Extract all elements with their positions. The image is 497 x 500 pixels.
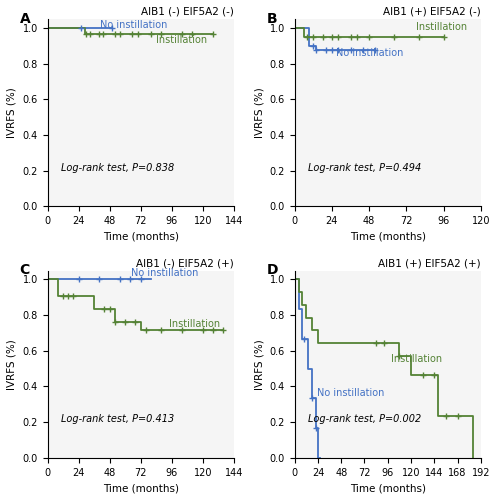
Text: Log-rank test, P=0.002: Log-rank test, P=0.002 — [308, 414, 421, 424]
X-axis label: Time (months): Time (months) — [350, 232, 426, 241]
Y-axis label: IVRFS (%): IVRFS (%) — [7, 88, 17, 138]
Text: AIB1 (+) EIF5A2 (+): AIB1 (+) EIF5A2 (+) — [378, 258, 481, 268]
Text: AIB1 (-) EIF5A2 (-): AIB1 (-) EIF5A2 (-) — [141, 7, 234, 17]
Text: Instillation: Instillation — [156, 36, 207, 46]
Text: A: A — [20, 12, 30, 26]
Text: AIB1 (+) EIF5A2 (-): AIB1 (+) EIF5A2 (-) — [383, 7, 481, 17]
Y-axis label: IVRFS (%): IVRFS (%) — [254, 88, 264, 138]
Text: D: D — [267, 263, 278, 277]
X-axis label: Time (months): Time (months) — [350, 483, 426, 493]
X-axis label: Time (months): Time (months) — [103, 232, 178, 241]
Text: No instillation: No instillation — [131, 268, 199, 278]
Text: C: C — [20, 263, 30, 277]
Text: Instillation: Instillation — [168, 318, 220, 328]
Y-axis label: IVRFS (%): IVRFS (%) — [7, 339, 17, 390]
Text: B: B — [267, 12, 277, 26]
Text: No instillation: No instillation — [100, 20, 167, 30]
Text: Log-rank test, P=0.413: Log-rank test, P=0.413 — [61, 414, 174, 424]
Text: Instillation: Instillation — [392, 354, 443, 364]
Text: Log-rank test, P=0.494: Log-rank test, P=0.494 — [308, 162, 421, 172]
Y-axis label: IVRFS (%): IVRFS (%) — [254, 339, 264, 390]
Text: Log-rank test, P=0.838: Log-rank test, P=0.838 — [61, 162, 174, 172]
Text: Instillation: Instillation — [415, 22, 467, 32]
X-axis label: Time (months): Time (months) — [103, 483, 178, 493]
Text: No instillation: No instillation — [335, 48, 403, 58]
Text: AIB1 (-) EIF5A2 (+): AIB1 (-) EIF5A2 (+) — [136, 258, 234, 268]
Text: No instillation: No instillation — [317, 388, 384, 398]
